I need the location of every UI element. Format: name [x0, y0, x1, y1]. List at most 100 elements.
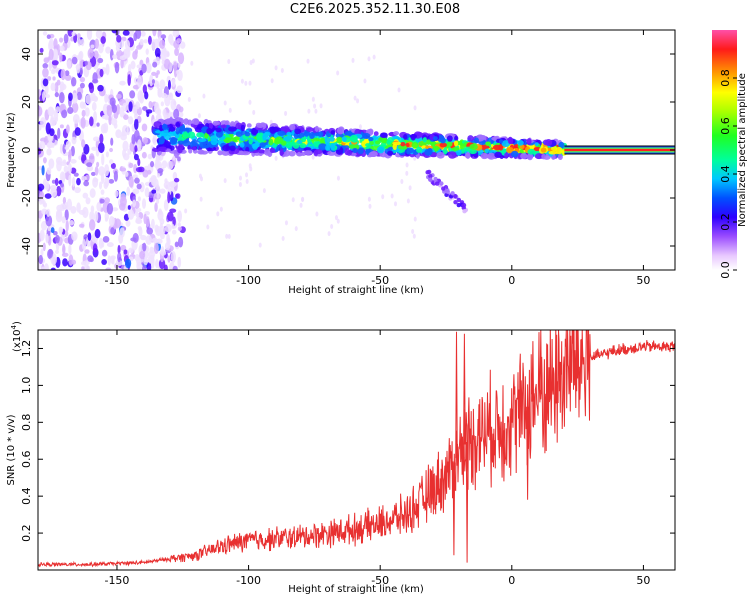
- heatmap-cell: [175, 127, 180, 135]
- heatmap-cell: [172, 216, 176, 227]
- heatmap-cell: [136, 64, 143, 69]
- heatmap-cell: [76, 91, 82, 101]
- heatmap-cell: [59, 143, 64, 154]
- heatmap-cell: [303, 150, 313, 155]
- heatmap-cell: [351, 57, 355, 63]
- heatmap-cell: [48, 142, 54, 148]
- heatmap-cell: [160, 246, 165, 257]
- heatmap-cell: [541, 153, 546, 160]
- heatmap-cell: [50, 82, 56, 92]
- heatmap-cell: [90, 44, 95, 49]
- heatmap-cell: [368, 203, 372, 209]
- heatmap-cell: [175, 121, 181, 129]
- heatmap-cell: [138, 91, 145, 104]
- heatmap-cell: [192, 146, 197, 151]
- heatmap-cell: [89, 116, 94, 127]
- heatmap-cell: [228, 107, 232, 113]
- heatmap-cell: [63, 165, 69, 173]
- y-tick-label: 20: [20, 95, 33, 109]
- heatmap-cell: [43, 57, 50, 64]
- heatmap-cell: [235, 131, 243, 137]
- heatmap-cell: [245, 178, 249, 184]
- heatmap-cell: [440, 137, 446, 144]
- heatmap-cell: [112, 54, 118, 59]
- heatmap-cell: [79, 58, 84, 71]
- heatmap-cell: [161, 47, 167, 56]
- heatmap-cell: [42, 78, 49, 87]
- heatmap-cell: [52, 48, 59, 60]
- heatmap-cell: [130, 237, 137, 242]
- heatmap-cell: [91, 146, 98, 151]
- heatmap-cell: [352, 147, 358, 154]
- heatmap-cell: [101, 259, 107, 266]
- heatmap-cell: [159, 226, 166, 235]
- heatmap-cell: [41, 165, 45, 176]
- heatmap-cell: [40, 248, 44, 257]
- heatmap-cell: [42, 242, 46, 252]
- heatmap-cell: [166, 51, 170, 57]
- heatmap-cell: [284, 110, 288, 116]
- heatmap-cell: [135, 30, 142, 40]
- heatmap-cell: [223, 100, 227, 106]
- y-tick-label: 1.0: [20, 377, 33, 395]
- heatmap-cell: [45, 214, 53, 227]
- heatmap-cell: [96, 161, 100, 168]
- heatmap-cell: [141, 264, 147, 270]
- heatmap-cell: [76, 202, 81, 213]
- heatmap-cell: [161, 59, 165, 65]
- heatmap-cell: [86, 162, 93, 168]
- heatmap-cell: [504, 151, 509, 159]
- heatmap-cell: [177, 236, 184, 248]
- heatmap-cell: [263, 149, 272, 156]
- heatmap-cell: [445, 189, 451, 195]
- heatmap-cell: [132, 106, 138, 114]
- heatmap-cell: [451, 147, 460, 151]
- heatmap-cell: [248, 99, 252, 105]
- heatmap-cell: [104, 93, 108, 103]
- heatmap-cell: [299, 143, 307, 149]
- heatmap-cell: [84, 249, 90, 254]
- heatmap-cell: [90, 205, 95, 213]
- heatmap-cell: [108, 115, 112, 126]
- heatmap-cell: [275, 136, 284, 144]
- heatmap-cell: [262, 188, 266, 194]
- heatmap-cell: [116, 104, 121, 115]
- heatmap-cell: [143, 39, 148, 44]
- heatmap-cell: [97, 84, 104, 92]
- heatmap-cell: [109, 97, 116, 107]
- heatmap-cell: [120, 244, 127, 251]
- heatmap-cell: [84, 107, 90, 117]
- heatmap-cell: [170, 180, 176, 188]
- heatmap-cell: [70, 206, 77, 214]
- heatmap-cell: [146, 261, 152, 270]
- heatmap-cell: [104, 197, 110, 204]
- heatmap-cell: [299, 202, 303, 208]
- heatmap-cell: [443, 147, 448, 155]
- heatmap-cell: [71, 102, 79, 114]
- heatmap-cell: [54, 177, 59, 186]
- heatmap-cell: [71, 31, 76, 37]
- heatmap-cell: [133, 129, 140, 142]
- heatmap-cell: [126, 186, 131, 197]
- heatmap-cell: [318, 143, 327, 151]
- heatmap-cell: [39, 47, 44, 53]
- heatmap-cell: [148, 250, 156, 259]
- heatmap-cell: [167, 131, 177, 137]
- heatmap-cell: [80, 116, 86, 129]
- spectrogram-marks: [38, 30, 675, 270]
- heatmap-cell: [127, 205, 131, 210]
- heatmap-cell: [325, 144, 330, 151]
- heatmap-cell: [139, 38, 144, 46]
- heatmap-cell: [40, 220, 48, 231]
- heatmap-cell: [269, 147, 276, 153]
- snr-y-axis: 0.2 0.4 0.6 0.8 1.0 1.2: [20, 340, 675, 542]
- colorbar-label: Normalized spectral amplitude: [737, 73, 748, 227]
- heatmap-cell: [127, 73, 131, 86]
- heatmap-cell: [291, 197, 295, 203]
- heatmap-cell: [277, 130, 286, 136]
- heatmap-cell: [45, 181, 50, 191]
- heatmap-cell: [227, 59, 231, 65]
- heatmap-cell: [210, 138, 218, 146]
- heatmap-cell: [160, 92, 168, 99]
- heatmap-cell: [63, 33, 69, 44]
